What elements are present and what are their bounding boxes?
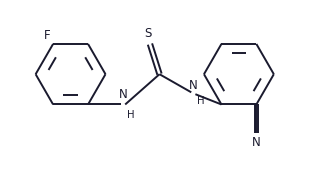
Text: N: N xyxy=(119,88,127,101)
Text: S: S xyxy=(145,27,152,40)
Text: N: N xyxy=(252,136,261,149)
Text: F: F xyxy=(44,29,50,42)
Text: H: H xyxy=(197,96,204,106)
Text: H: H xyxy=(127,110,135,120)
Text: N: N xyxy=(189,79,197,92)
